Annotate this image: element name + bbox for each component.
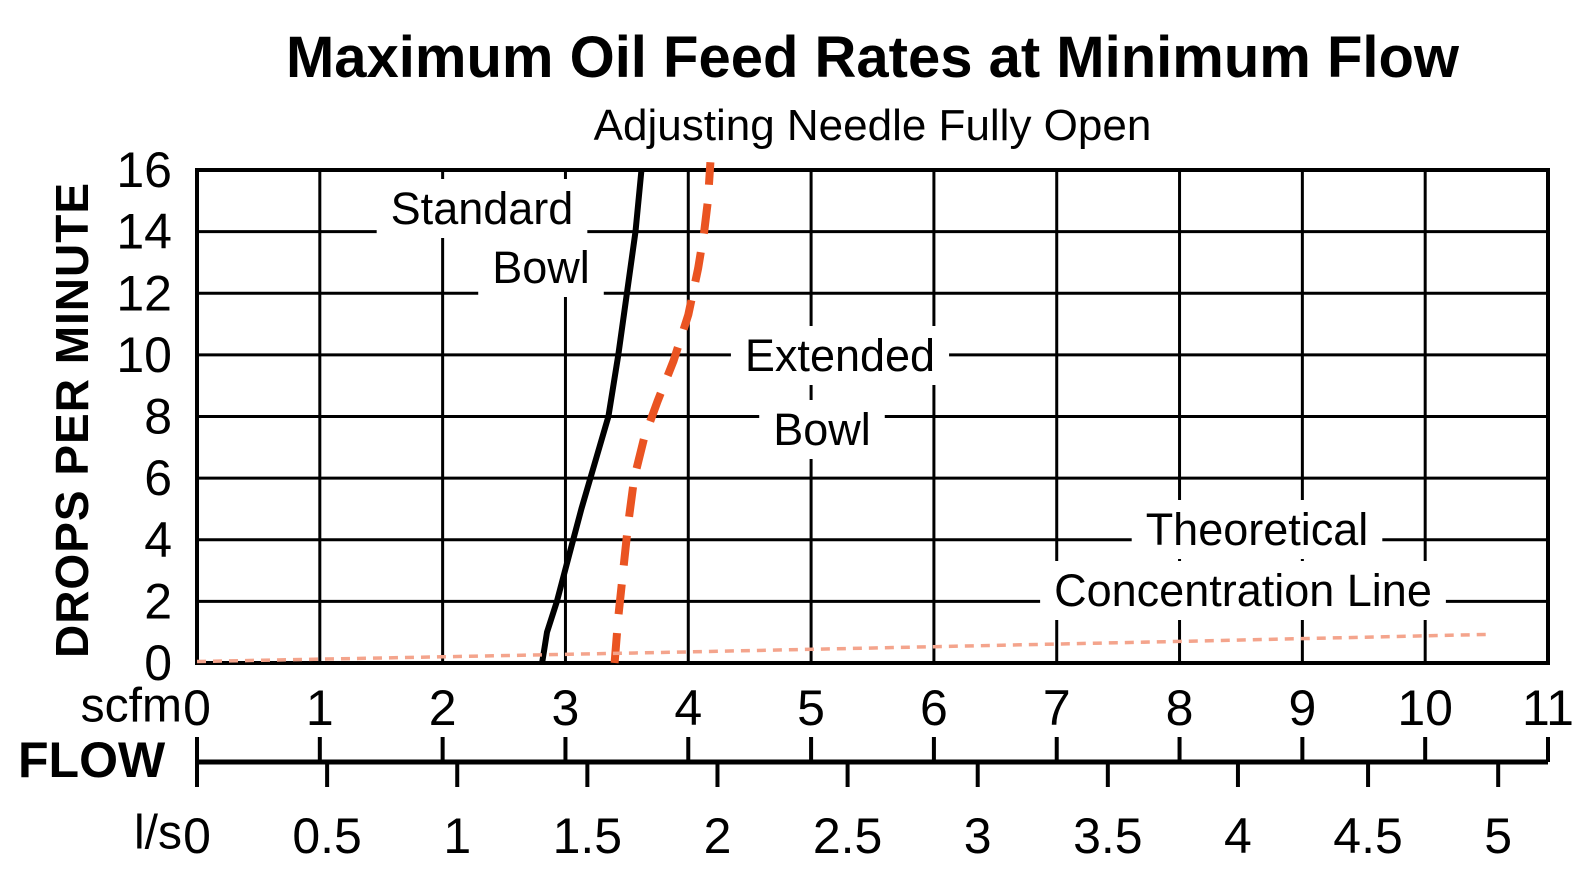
annotation-mask bbox=[730, 326, 950, 385]
scfm-tick-label: 7 bbox=[1043, 680, 1071, 736]
standard-bowl-label-text: Standard bbox=[391, 183, 574, 234]
y-tick-label: 4 bbox=[144, 512, 172, 568]
flow-axis bbox=[195, 737, 1550, 787]
ls-tick-labels: 0 0.5 1 1.5 2 2.5 3 3.5 4 4.5 5 bbox=[183, 808, 1512, 864]
plot-border bbox=[195, 168, 1550, 665]
ls-tick-label: 4.5 bbox=[1333, 808, 1403, 864]
scfm-tick-label: 1 bbox=[306, 680, 334, 736]
scfm-unit-label: scfm bbox=[80, 679, 182, 733]
annotation-mask bbox=[759, 400, 885, 459]
standard-bowl-label: Standard Bowl bbox=[376, 179, 604, 297]
y-tick-label: 14 bbox=[116, 204, 172, 260]
y-tick-label: 10 bbox=[116, 327, 172, 383]
annotation-mask bbox=[376, 179, 588, 238]
curve-theoretical-concentration-line bbox=[196, 632, 1493, 664]
annotation-mask bbox=[478, 238, 604, 297]
ls-tick-label: 0.5 bbox=[292, 808, 362, 864]
extended-bowl-label: Extended Bowl bbox=[730, 326, 950, 459]
scfm-tick-label: 4 bbox=[674, 680, 702, 736]
data-series bbox=[196, 162, 1493, 664]
scfm-tick-labels: 0 1 2 3 4 5 6 7 8 9 10 11 bbox=[183, 680, 1574, 736]
ls-tick-label: 5 bbox=[1484, 808, 1512, 864]
chart-title: Maximum Oil Feed Rates at Minimum Flow bbox=[285, 25, 1460, 90]
scfm-tick-label: 0 bbox=[183, 680, 211, 736]
ls-tick-label: 3.5 bbox=[1073, 808, 1143, 864]
theoretical-concentration-label: Theoretical Concentration Line bbox=[1040, 500, 1446, 620]
scfm-tick-label: 10 bbox=[1397, 680, 1453, 736]
scfm-tick-label: 3 bbox=[552, 680, 580, 736]
ls-tick-label: 2 bbox=[704, 808, 732, 864]
scfm-tick-label: 9 bbox=[1288, 680, 1316, 736]
ls-tick-label: 1 bbox=[443, 808, 471, 864]
chart-subtitle: Adjusting Needle Fully Open bbox=[593, 101, 1152, 150]
y-tick-label: 0 bbox=[144, 635, 172, 691]
y-tick-label: 8 bbox=[144, 389, 172, 445]
scfm-tick-label: 5 bbox=[797, 680, 825, 736]
y-tick-label: 12 bbox=[116, 265, 172, 321]
annotation-mask bbox=[1131, 500, 1383, 559]
y-tick-label: 6 bbox=[144, 450, 172, 506]
theoretical-concentration-label-text: Theoretical bbox=[1146, 504, 1369, 555]
ls-tick-label: 1.5 bbox=[553, 808, 623, 864]
ls-tick-label: 0 bbox=[183, 808, 211, 864]
ls-tick-label: 3 bbox=[964, 808, 992, 864]
scfm-tick-label: 6 bbox=[920, 680, 948, 736]
standard-bowl-label-text: Bowl bbox=[492, 242, 590, 293]
flow-axis-title: FLOW bbox=[18, 732, 166, 788]
curve-annotations: Standard Bowl Extended Bowl Theoretical Conce… bbox=[376, 179, 1446, 620]
ls-tick-label: 2.5 bbox=[813, 808, 883, 864]
annotation-mask bbox=[1040, 561, 1446, 620]
extended-bowl-label-text: Bowl bbox=[773, 404, 871, 455]
scfm-tick-label: 2 bbox=[429, 680, 457, 736]
scfm-tick-label: 11 bbox=[1522, 680, 1574, 736]
y-tick-label: 16 bbox=[116, 142, 172, 198]
y-tick-label: 2 bbox=[144, 573, 172, 629]
theoretical-concentration-label-text: Concentration Line bbox=[1054, 565, 1432, 616]
ls-unit-label: l/s bbox=[134, 806, 182, 860]
scfm-tick-label: 8 bbox=[1166, 680, 1194, 736]
ls-tick-label: 4 bbox=[1224, 808, 1252, 864]
curve-extended-bowl bbox=[610, 162, 715, 664]
curve-standard-bowl bbox=[539, 168, 645, 664]
extended-bowl-label-text: Extended bbox=[745, 330, 935, 381]
